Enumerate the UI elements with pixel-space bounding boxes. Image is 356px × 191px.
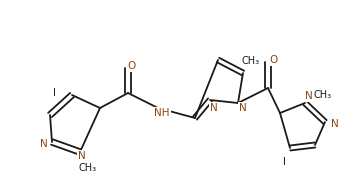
- Text: NH: NH: [154, 108, 170, 118]
- Text: O: O: [128, 61, 136, 71]
- Text: CH₃: CH₃: [79, 163, 97, 173]
- Text: N: N: [305, 91, 313, 101]
- Text: I: I: [52, 88, 56, 98]
- Text: N: N: [78, 151, 86, 161]
- Text: N: N: [78, 151, 86, 161]
- Text: N: N: [40, 139, 48, 149]
- Text: NH: NH: [154, 108, 170, 118]
- Text: N: N: [239, 103, 247, 113]
- Text: N: N: [239, 103, 247, 113]
- Text: N: N: [331, 119, 339, 129]
- Text: CH₃: CH₃: [242, 56, 260, 66]
- Text: N: N: [305, 91, 313, 101]
- Text: N: N: [210, 103, 218, 113]
- Text: N: N: [331, 119, 339, 129]
- Text: CH₃: CH₃: [242, 56, 260, 66]
- Text: CH₃: CH₃: [79, 163, 97, 173]
- Text: I: I: [52, 88, 56, 98]
- Text: CH₃: CH₃: [314, 90, 332, 100]
- Text: I: I: [283, 157, 287, 167]
- Text: I: I: [283, 157, 287, 167]
- Text: O: O: [269, 55, 277, 65]
- Text: N: N: [40, 139, 48, 149]
- Text: O: O: [128, 61, 136, 71]
- Text: O: O: [269, 55, 277, 65]
- Text: N: N: [210, 103, 218, 113]
- Text: CH₃: CH₃: [314, 90, 332, 100]
